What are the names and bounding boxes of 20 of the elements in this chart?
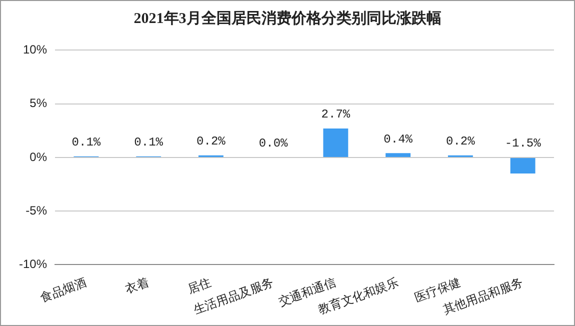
bar (386, 153, 411, 157)
data-label: 0.0% (258, 136, 289, 151)
bar (323, 128, 348, 157)
x-tick-label: 食品烟酒 (38, 275, 88, 305)
y-tick-label: 5% (30, 96, 48, 110)
x-tick-label: 居住 (186, 275, 214, 296)
bar (510, 158, 536, 174)
data-label: 0.4% (384, 132, 414, 146)
x-tick-label: 衣着 (123, 275, 151, 296)
data-label: 0.2% (196, 134, 226, 148)
data-label: 0.1% (134, 136, 164, 150)
y-tick-label: -5% (26, 203, 48, 218)
data-label: -1.5% (504, 136, 542, 151)
y-tick-label: -10% (19, 257, 48, 272)
data-label: 0.2% (446, 134, 476, 148)
y-tick-label: 10% (22, 42, 48, 57)
y-tick-label: 0% (30, 150, 48, 164)
chart-title: 2021年3月全国居民消费价格分类别同比涨跌幅 (132, 9, 442, 28)
data-label: 2.7% (321, 108, 351, 122)
data-label: 0.1% (72, 136, 102, 150)
